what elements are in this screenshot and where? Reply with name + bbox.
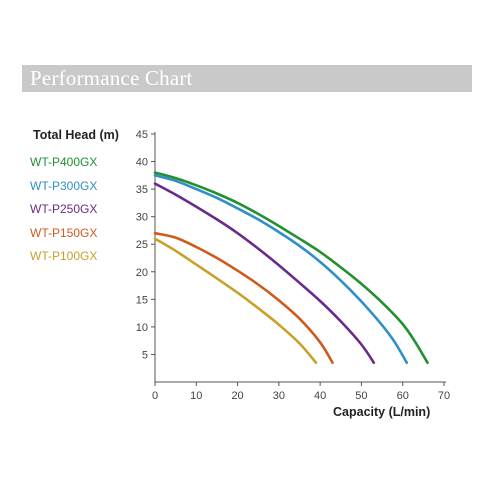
y-tick-label: 40 bbox=[136, 157, 148, 169]
chart-title-bar: Performance Chart bbox=[22, 65, 472, 92]
legend-entry-wt-p400gx: WT-P400GX bbox=[30, 155, 98, 169]
series-line-wt-p150gx bbox=[153, 231, 334, 364]
y-tick-label: 45 bbox=[136, 129, 148, 141]
y-tick-label: 15 bbox=[136, 294, 148, 306]
x-tick-label: 20 bbox=[231, 390, 243, 402]
y-tick-label: 30 bbox=[136, 212, 148, 224]
x-axis-label: Capacity (L/min) bbox=[333, 405, 431, 419]
x-tick-label: 10 bbox=[190, 390, 202, 402]
series-line-wt-p250gx bbox=[153, 182, 376, 364]
y-tick-label: 35 bbox=[136, 184, 148, 196]
legend-entry-wt-p250gx: WT-P250GX bbox=[30, 202, 98, 216]
x-tick-label: 70 bbox=[438, 390, 450, 402]
x-tick-label: 0 bbox=[152, 390, 158, 402]
x-tick-label: 50 bbox=[355, 390, 367, 402]
legend-entry-wt-p300gx: WT-P300GX bbox=[30, 178, 98, 193]
x-tick-label: 40 bbox=[314, 390, 326, 402]
series-line-wt-p400gx bbox=[153, 171, 429, 364]
legend-entry-wt-p150gx: WT-P150GX bbox=[30, 225, 98, 240]
series-line-wt-p100gx bbox=[153, 237, 318, 364]
series-line-wt-p300gx bbox=[153, 174, 409, 364]
y-tick-label: 20 bbox=[136, 267, 148, 279]
y-tick-label: 10 bbox=[136, 322, 148, 334]
chart-title: Performance Chart bbox=[30, 66, 193, 90]
legend-entry-wt-p100gx: WT-P100GX bbox=[30, 249, 98, 263]
legend: WT-P400GX WT-P300GX WT-P250GX WT-P150GX … bbox=[30, 151, 97, 269]
y-tick-label: 25 bbox=[136, 239, 148, 251]
x-tick-label: 30 bbox=[273, 390, 285, 402]
y-axis-label: Total Head (m) bbox=[33, 128, 119, 142]
y-tick-label: 5 bbox=[142, 349, 148, 361]
x-tick-label: 60 bbox=[397, 390, 409, 402]
